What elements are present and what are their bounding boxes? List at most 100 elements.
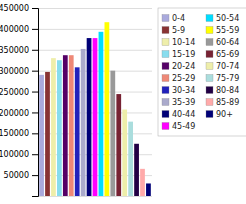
tick-mark <box>32 8 38 9</box>
legend-frame <box>158 8 246 136</box>
legend-swatch <box>162 75 169 82</box>
legend-item: 25-29 <box>162 74 195 83</box>
legend-item: 40-44 <box>162 110 195 119</box>
y-tick: 300000 <box>0 67 38 76</box>
bar <box>45 72 50 196</box>
legend-label: 40-44 <box>172 110 195 119</box>
tick-mark <box>32 50 38 51</box>
legend-item: 50-54 <box>206 14 239 23</box>
tick-label: 150000 <box>0 129 29 138</box>
legend-swatch <box>162 123 169 130</box>
legend-swatch <box>162 111 169 118</box>
y-tick: 450000 <box>0 4 38 13</box>
legend-swatch <box>206 27 213 34</box>
grid-line <box>38 8 152 9</box>
legend-item: 85-89 <box>206 98 239 107</box>
legend-swatch <box>206 111 213 118</box>
tick-label: 350000 <box>0 46 29 55</box>
tick-label: 400000 <box>0 25 29 34</box>
tick-label: 300000 <box>0 67 29 76</box>
legend-label: 85-89 <box>216 98 239 107</box>
tick-mark <box>32 112 38 113</box>
legend-swatch <box>162 27 169 34</box>
bar <box>128 122 133 196</box>
bar <box>146 183 151 196</box>
legend-swatch <box>206 75 213 82</box>
y-axis: 50000 100000 150000 200000 250000 300000 35000… <box>0 4 39 196</box>
legend-label: 65-69 <box>216 50 239 59</box>
tick-label: 250000 <box>0 88 29 97</box>
bar <box>63 55 68 196</box>
legend-swatch <box>162 39 169 46</box>
legend-swatch <box>162 63 169 70</box>
grid <box>38 9 152 197</box>
bar <box>75 67 80 196</box>
legend-swatch <box>206 51 213 58</box>
y-tick: 150000 <box>0 129 38 138</box>
legend-swatch <box>162 15 169 22</box>
legend-item: 15-19 <box>162 50 195 59</box>
tick-label: 100000 <box>0 150 29 159</box>
legend-swatch <box>162 51 169 58</box>
legend-item: 70-74 <box>206 62 239 71</box>
bar <box>87 38 92 196</box>
legend-label: 50-54 <box>216 14 239 23</box>
bar <box>105 22 110 196</box>
legend-label: 55-59 <box>216 26 239 35</box>
legend-item: 35-39 <box>162 98 195 107</box>
tick-label: 450000 <box>0 4 29 13</box>
tick-mark <box>32 154 38 155</box>
legend-label: 20-24 <box>172 62 195 71</box>
legend-swatch <box>206 87 213 94</box>
tick-mark <box>32 29 38 30</box>
legend: 0-45-910-1415-1920-2425-2930-3435-3940-4… <box>158 8 246 136</box>
legend-swatch <box>206 15 213 22</box>
legend-label: 45-49 <box>172 122 195 131</box>
bar <box>39 75 44 196</box>
legend-item: 90+ <box>206 110 233 119</box>
legend-label: 25-29 <box>172 74 195 83</box>
tick-label: 50000 <box>4 171 29 180</box>
grid-tick <box>38 196 152 197</box>
bar <box>99 32 104 196</box>
legend-label: 70-74 <box>216 62 239 71</box>
bar <box>57 60 62 196</box>
bar <box>51 58 56 196</box>
legend-label: 5-9 <box>172 26 185 35</box>
bar <box>116 94 121 196</box>
legend-label: 60-64 <box>216 38 239 47</box>
legend-swatch <box>206 63 213 70</box>
chart: 50000 100000 150000 200000 250000 300000 35000… <box>0 0 246 204</box>
tick-mark <box>32 133 38 134</box>
bar <box>110 71 115 196</box>
legend-label: 0-4 <box>172 14 185 23</box>
legend-label: 15-19 <box>172 50 195 59</box>
grid-tick <box>38 29 152 30</box>
bars <box>39 22 151 196</box>
legend-label: 80-84 <box>216 86 239 95</box>
plot-area: 50000 100000 150000 200000 250000 300000 35000… <box>0 4 152 196</box>
y-tick <box>32 196 38 197</box>
legend-label: 90+ <box>216 110 233 119</box>
legend-item: 0-4 <box>162 14 185 23</box>
legend-item: 20-24 <box>162 62 195 71</box>
legend-item: 80-84 <box>206 86 239 95</box>
legend-item: 60-64 <box>206 38 239 47</box>
y-tick: 50000 <box>4 171 38 180</box>
legend-item: 65-69 <box>206 50 239 59</box>
y-tick: 350000 <box>0 46 38 55</box>
legend-swatch <box>206 39 213 46</box>
y-tick: 250000 <box>0 88 38 97</box>
legend-swatch <box>162 87 169 94</box>
y-tick: 200000 <box>0 109 38 118</box>
tick-mark <box>32 196 38 197</box>
bar <box>134 144 139 196</box>
legend-label: 75-79 <box>216 74 239 83</box>
bar <box>69 55 74 196</box>
legend-item: 55-59 <box>206 26 239 35</box>
tick-mark <box>32 175 38 176</box>
y-tick: 100000 <box>0 150 38 159</box>
legend-swatch <box>162 99 169 106</box>
bar <box>140 169 145 196</box>
tick-label: 200000 <box>0 109 29 118</box>
